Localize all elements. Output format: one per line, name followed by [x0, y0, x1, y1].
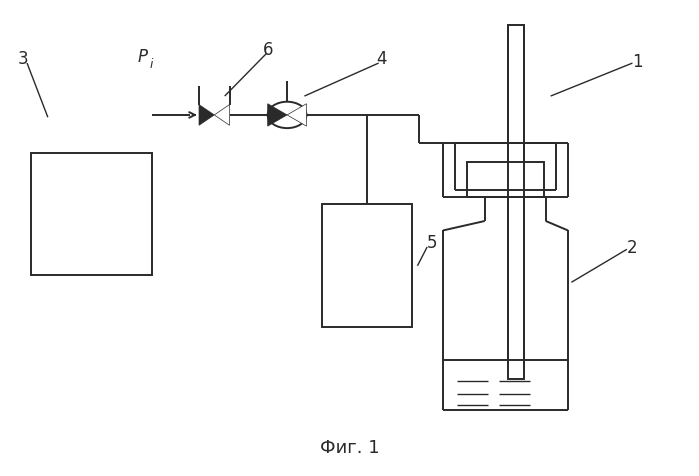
Polygon shape [199, 105, 215, 126]
Polygon shape [287, 105, 306, 127]
Bar [508, 26, 524, 379]
Polygon shape [215, 105, 229, 126]
Text: 1: 1 [633, 52, 643, 70]
Text: 4: 4 [376, 50, 387, 68]
Bar [322, 205, 412, 327]
Text: i: i [150, 58, 153, 70]
Text: 6: 6 [263, 41, 273, 59]
Bar [467, 163, 545, 198]
Text: Фиг. 1: Фиг. 1 [319, 438, 380, 456]
Bar [31, 153, 152, 276]
Text: 2: 2 [627, 238, 637, 257]
Text: P: P [138, 48, 148, 66]
Polygon shape [268, 105, 287, 127]
Text: 3: 3 [18, 50, 29, 68]
Text: 5: 5 [427, 234, 438, 252]
